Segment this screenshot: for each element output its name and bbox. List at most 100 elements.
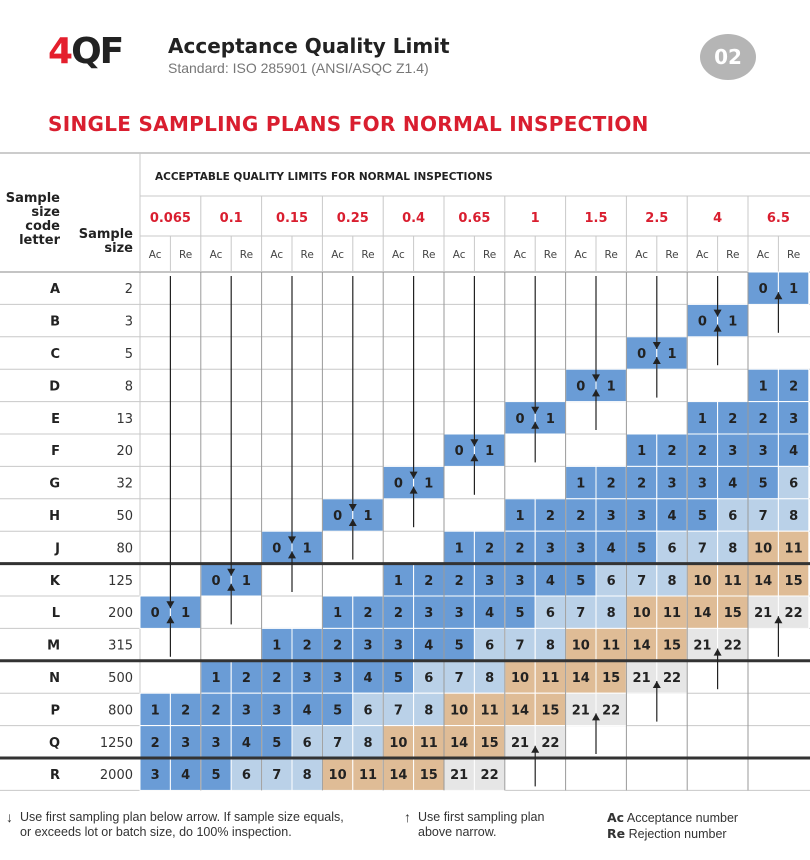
rejection-number: 3 bbox=[789, 412, 798, 427]
acceptance-number: 2 bbox=[759, 412, 768, 427]
code-letter: P bbox=[50, 703, 60, 718]
re-column-label: Re bbox=[361, 249, 374, 261]
plan-cell bbox=[504, 725, 536, 759]
plan-cell bbox=[777, 595, 810, 629]
acceptance-number: 3 bbox=[151, 768, 160, 783]
up-arrow-head bbox=[713, 324, 722, 332]
plan-cell bbox=[565, 368, 597, 403]
rejection-number: 4 bbox=[546, 574, 555, 589]
rejection-number: 2 bbox=[667, 444, 676, 459]
rejection-number: 3 bbox=[363, 639, 372, 654]
acceptance-number: 7 bbox=[333, 736, 342, 751]
aql-level-label: 4 bbox=[713, 211, 722, 226]
ac-legend-line: Ac Acceptance number bbox=[607, 810, 738, 826]
acceptance-number: 5 bbox=[698, 509, 707, 524]
up-note-line1: Use first sampling plan bbox=[418, 810, 545, 824]
acceptance-number: 21 bbox=[572, 703, 590, 718]
rejection-number: 11 bbox=[724, 574, 742, 589]
acceptance-number: 7 bbox=[272, 768, 281, 783]
code-letter: N bbox=[49, 671, 60, 686]
acceptance-number: 1 bbox=[272, 639, 281, 654]
acceptance-number: 0 bbox=[515, 412, 524, 427]
acceptance-number: 1 bbox=[637, 444, 646, 459]
acceptance-number: 14 bbox=[633, 639, 651, 654]
rejection-number: 11 bbox=[359, 768, 377, 783]
plan-cell bbox=[261, 627, 293, 662]
down-arrow-legend: ↓ Use first sampling plan below arrow. I… bbox=[6, 810, 344, 840]
acceptance-number: 21 bbox=[511, 736, 529, 751]
down-arrow-icon: ↓ bbox=[6, 809, 13, 825]
acceptance-number: 2 bbox=[333, 639, 342, 654]
acceptance-number: 5 bbox=[272, 736, 281, 751]
acceptance-number: 0 bbox=[455, 444, 464, 459]
rejection-number: 2 bbox=[363, 606, 372, 621]
re-column-label: Re bbox=[726, 249, 739, 261]
code-letter: K bbox=[50, 574, 61, 589]
plan-cell bbox=[625, 595, 658, 629]
code-letter: A bbox=[50, 282, 60, 297]
acceptance-number: 5 bbox=[576, 574, 585, 589]
ac-abbr: Ac bbox=[607, 810, 625, 825]
aql-level-label: 0.15 bbox=[276, 211, 308, 226]
acceptance-number: 1 bbox=[211, 671, 220, 686]
acceptance-number: 10 bbox=[450, 703, 468, 718]
aqf-logo: 4QF bbox=[48, 34, 146, 70]
plan-cell bbox=[352, 757, 384, 791]
plan-cell bbox=[413, 660, 445, 694]
down-arrow-head bbox=[470, 439, 479, 447]
code-letter: J bbox=[54, 541, 60, 556]
plan-cell bbox=[139, 757, 171, 791]
plan-cell bbox=[686, 303, 719, 338]
acceptance-number: 1 bbox=[698, 412, 707, 427]
up-arrow-icon: ↑ bbox=[404, 809, 411, 825]
rejection-number: 11 bbox=[602, 639, 620, 654]
code-letter: Q bbox=[49, 736, 60, 751]
rejection-number: 4 bbox=[303, 703, 312, 718]
acceptance-number: 5 bbox=[455, 639, 464, 654]
down-arrow-head bbox=[531, 406, 540, 414]
re-legend-line: Re Rejection number bbox=[607, 826, 738, 842]
page-number-badge: 02 bbox=[700, 34, 756, 80]
rejection-number: 15 bbox=[663, 639, 681, 654]
up-arrow-head bbox=[166, 616, 175, 624]
acceptance-number: 0 bbox=[698, 315, 707, 330]
acceptance-number: 3 bbox=[455, 606, 464, 621]
ac-column-label: Ac bbox=[453, 249, 466, 261]
rejection-number: 6 bbox=[424, 671, 433, 686]
sample-size: 13 bbox=[116, 412, 133, 427]
plan-cell bbox=[200, 692, 232, 727]
acceptance-number: 10 bbox=[389, 736, 407, 751]
plan-cell bbox=[443, 595, 475, 629]
rejection-number: 2 bbox=[546, 509, 555, 524]
plan-cell bbox=[473, 595, 506, 629]
up-arrow-head bbox=[774, 616, 783, 624]
plan-cell bbox=[261, 530, 293, 565]
acceptance-number: 21 bbox=[450, 768, 468, 783]
rejection-number: 2 bbox=[607, 477, 616, 492]
acceptance-number: 10 bbox=[693, 574, 711, 589]
rejection-number: 6 bbox=[363, 703, 372, 718]
rejection-number: 1 bbox=[303, 541, 312, 556]
rejection-number: 6 bbox=[242, 768, 251, 783]
acceptance-number: 3 bbox=[333, 671, 342, 686]
sample-size: 2 bbox=[125, 282, 133, 297]
acceptance-number: 2 bbox=[576, 509, 585, 524]
plan-cell bbox=[230, 725, 263, 759]
rejection-number: 3 bbox=[242, 703, 251, 718]
rejection-number: 6 bbox=[485, 639, 494, 654]
rejection-number: 3 bbox=[546, 541, 555, 556]
plan-cell bbox=[382, 757, 415, 791]
acceptance-number: 2 bbox=[698, 444, 707, 459]
rejection-number: 3 bbox=[424, 606, 433, 621]
ac-column-label: Ac bbox=[635, 249, 648, 261]
plan-cell bbox=[747, 433, 779, 467]
ac-column-label: Ac bbox=[210, 249, 223, 261]
re-column-label: Re bbox=[483, 249, 496, 261]
acceptance-number: 2 bbox=[211, 703, 220, 718]
rejection-number: 15 bbox=[724, 606, 742, 621]
ac-text: Acceptance number bbox=[626, 811, 739, 825]
rejection-number: 22 bbox=[785, 606, 803, 621]
acceptance-number: 1 bbox=[455, 541, 464, 556]
plan-cell bbox=[656, 595, 688, 629]
acceptance-number: 7 bbox=[698, 541, 707, 556]
